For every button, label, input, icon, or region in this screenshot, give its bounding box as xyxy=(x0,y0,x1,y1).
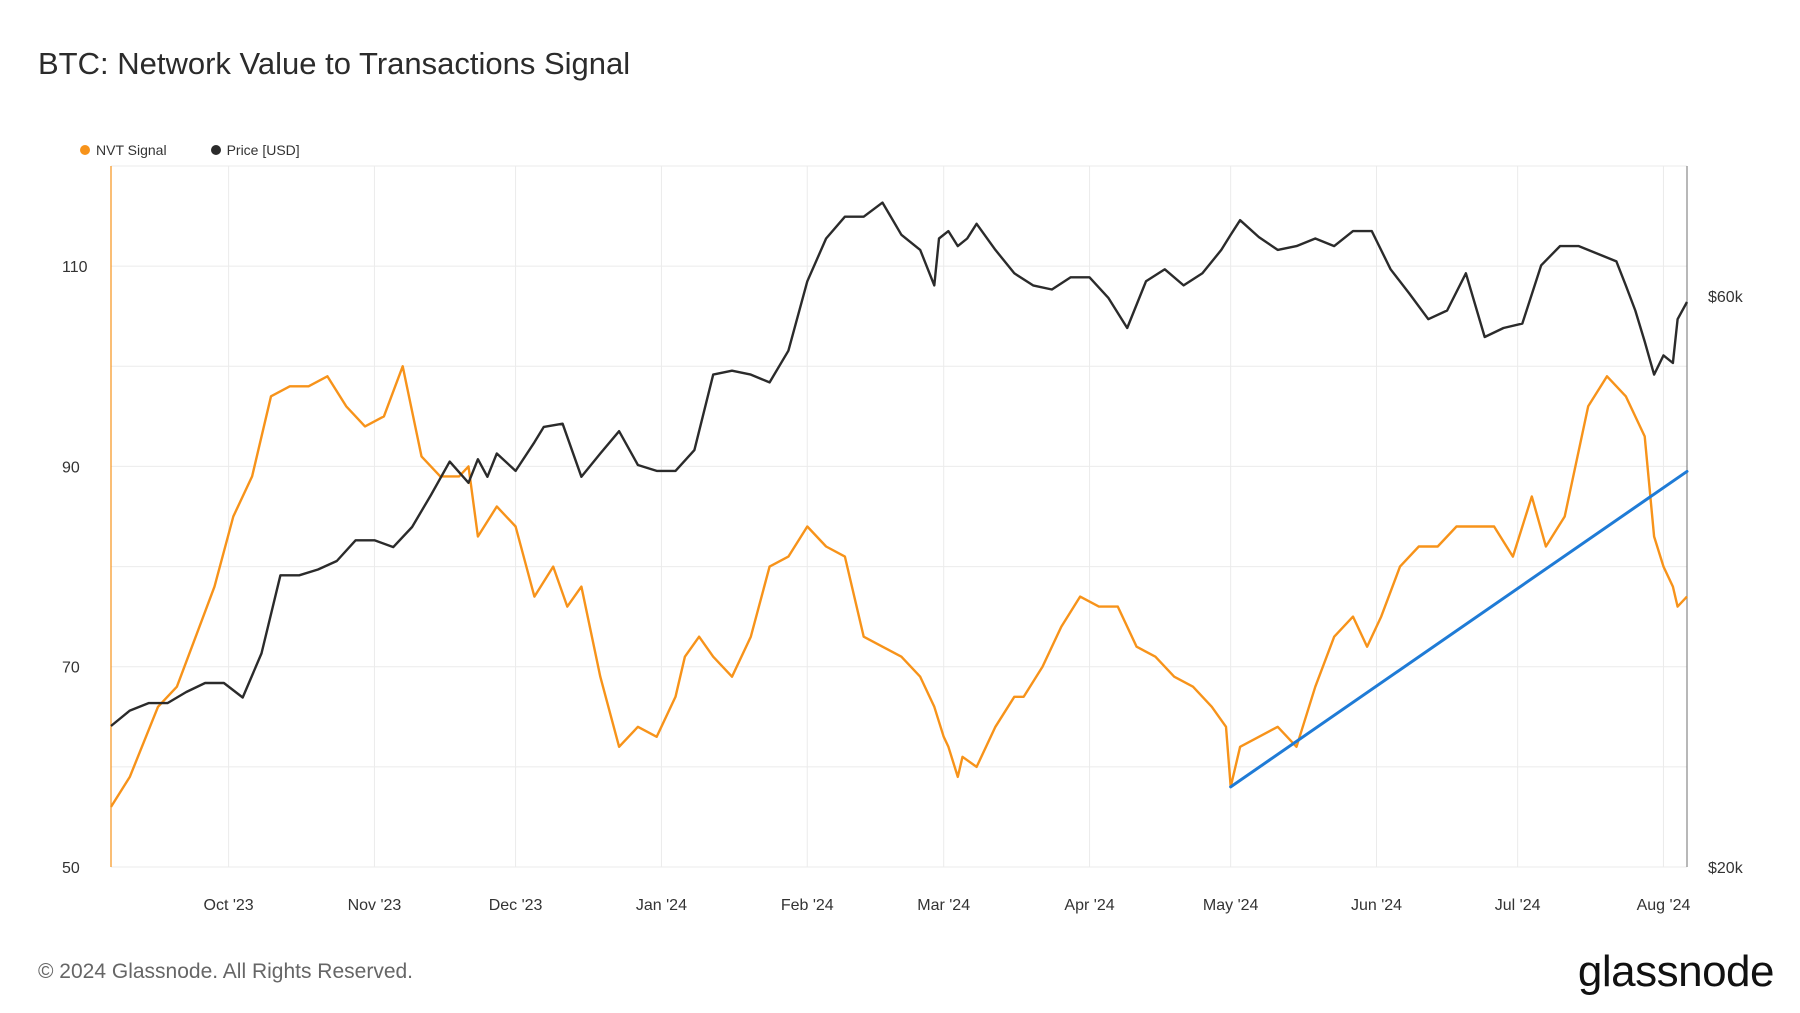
x-tick-label: Mar '24 xyxy=(917,897,970,914)
copyright-footer: © 2024 Glassnode. All Rights Reserved. xyxy=(38,960,414,983)
trendline xyxy=(1229,469,1689,789)
chart-title: BTC: Network Value to Transactions Signa… xyxy=(38,46,631,81)
legend-item-price[interactable]: Price [USD] xyxy=(210,142,300,158)
y-right-tick-label: $20k xyxy=(1708,860,1744,877)
y-left-tick-label: 50 xyxy=(62,860,80,877)
x-tick-label: Nov '23 xyxy=(348,897,402,914)
legend-item-nvt[interactable]: NVT Signal xyxy=(80,142,167,158)
x-tick-label: Dec '23 xyxy=(489,897,543,914)
series-line-nvt-signal xyxy=(109,365,1688,808)
x-tick-label: Jul '24 xyxy=(1495,897,1541,914)
legend-label-price: Price [USD] xyxy=(226,142,300,158)
x-tick-label: Oct '23 xyxy=(204,897,254,914)
legend-swatch-nvt xyxy=(80,145,90,155)
x-tick-label: Aug '24 xyxy=(1637,897,1691,914)
glassnode-logo: glassnode xyxy=(1577,947,1775,996)
x-tick-label: May '24 xyxy=(1203,897,1259,914)
x-tick-label: Jan '24 xyxy=(636,897,687,914)
x-tick-label: Jun '24 xyxy=(1351,897,1402,914)
series-line-price-usd xyxy=(110,201,1689,727)
x-tick-label: Apr '24 xyxy=(1064,897,1114,914)
x-tick-label: Feb '24 xyxy=(781,897,834,914)
y-left-tick-label: 90 xyxy=(62,459,80,476)
y-left-tick-label: 70 xyxy=(62,660,80,677)
legend: NVT Signal Price [USD] xyxy=(80,142,300,158)
legend-swatch-price xyxy=(210,145,221,155)
y-left-tick-label: 110 xyxy=(62,259,88,276)
y-right-tick-label: $60k xyxy=(1708,289,1744,306)
legend-label-nvt: NVT Signal xyxy=(96,142,167,158)
